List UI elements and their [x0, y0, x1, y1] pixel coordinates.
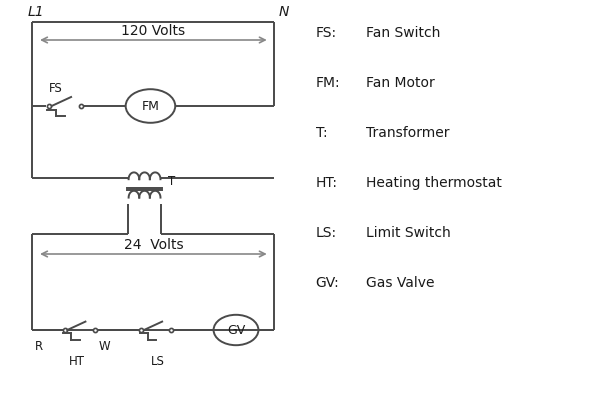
Text: Fan Switch: Fan Switch: [366, 26, 440, 40]
Text: LS: LS: [150, 355, 165, 368]
Text: 24  Volts: 24 Volts: [123, 238, 183, 252]
Text: T:: T:: [316, 126, 327, 140]
Text: HT:: HT:: [316, 176, 337, 190]
Text: FS: FS: [48, 82, 62, 95]
Text: Fan Motor: Fan Motor: [366, 76, 435, 90]
Text: L1: L1: [28, 5, 44, 19]
Text: GV:: GV:: [316, 276, 339, 290]
Text: HT: HT: [68, 355, 85, 368]
Text: FM:: FM:: [316, 76, 340, 90]
Text: W: W: [99, 340, 110, 353]
Text: FM: FM: [142, 100, 159, 112]
Text: LS:: LS:: [316, 226, 337, 240]
Text: R: R: [35, 340, 43, 353]
Text: FS:: FS:: [316, 26, 337, 40]
Text: 120 Volts: 120 Volts: [122, 24, 185, 38]
Text: Transformer: Transformer: [366, 126, 450, 140]
Text: GV: GV: [227, 324, 245, 336]
Text: Gas Valve: Gas Valve: [366, 276, 434, 290]
Text: Heating thermostat: Heating thermostat: [366, 176, 502, 190]
Text: Limit Switch: Limit Switch: [366, 226, 451, 240]
Text: N: N: [279, 5, 290, 19]
Text: T: T: [168, 175, 175, 188]
